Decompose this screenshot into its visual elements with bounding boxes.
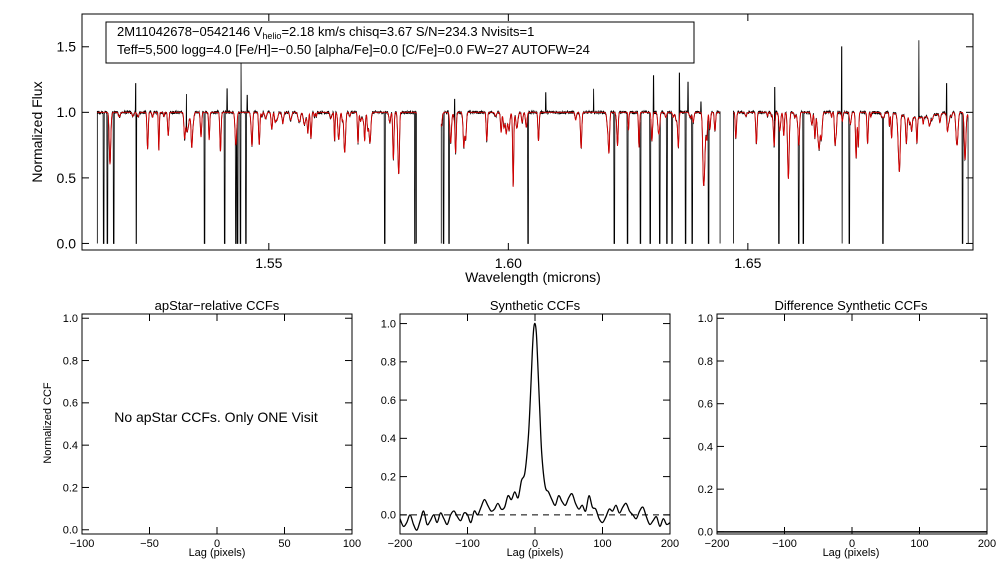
- apstar-xtick-label: 50: [278, 538, 290, 550]
- difference-ytick-label: 0.6: [698, 399, 713, 411]
- difference-ytick-label: 0.2: [698, 484, 713, 496]
- spectrum-panel: 1.55 1.60 1.65 0.0 0.5 1.0 1.5 2M11042678−0542…: [29, 13, 974, 285]
- apstar-y-label: Normalized CCF: [42, 382, 54, 464]
- spectrum-model-line: [733, 111, 969, 180]
- spectrum-ytick-label: 0.0: [57, 235, 77, 251]
- difference-xtick-label: 0: [849, 538, 855, 550]
- synthetic-ytick-label: 0.8: [381, 357, 396, 369]
- spectrum-info-line1-rest: =2.18 km/s chisq=3.67 S/N=234.3 Nvisits=…: [281, 24, 534, 39]
- synthetic-ytick-label: 0.2: [381, 471, 396, 483]
- difference-title: Difference Synthetic CCFs: [775, 298, 928, 313]
- apstar-ytick-label: 1.0: [63, 313, 78, 325]
- synthetic-x-label: Lag (pixels): [507, 547, 564, 559]
- synthetic-xtick-label: 100: [593, 538, 611, 550]
- apstar-axis-ticks: −100 −50 0 50 100 0.0 0.2 0.4 0.6 0.8 1.0: [63, 313, 361, 550]
- apstar-xtick-label: −50: [140, 538, 159, 550]
- spectrum-xtick-label: 1.65: [734, 255, 761, 271]
- difference-axes-frame: [716, 313, 988, 535]
- spectrum-ytick-label: 0.5: [57, 170, 77, 186]
- synthetic-xtick-label: 0: [532, 538, 538, 550]
- spectrum-xtick-label: 1.60: [495, 255, 522, 271]
- apstar-xtick-label: 100: [343, 538, 361, 550]
- difference-ytick-label: 1.0: [698, 313, 713, 325]
- apstar-xtick-label: −100: [70, 538, 95, 550]
- spectrum-observed-line: [733, 40, 969, 244]
- spectrum-x-label: Wavelength (microns): [465, 269, 601, 285]
- spectrum-ytick-label: 1.0: [57, 104, 77, 120]
- spectrum-xtick-label: 1.55: [255, 255, 282, 271]
- difference-ytick-label: 0.4: [698, 441, 713, 453]
- spectrum-observed-line: [440, 72, 721, 244]
- synthetic-ytick-label: 1.0: [381, 318, 396, 330]
- apstar-ytick-label: 0.2: [63, 482, 78, 494]
- spectrum-model-line: [440, 111, 721, 187]
- synthetic-ytick-label: 0.0: [381, 510, 396, 522]
- spectrum-model-line: [97, 111, 417, 175]
- apstar-x-label: Lag (pixels): [189, 547, 246, 559]
- apstar-ytick-label: 0.8: [63, 355, 78, 367]
- spectrum-ytick-label: 1.5: [57, 39, 77, 55]
- spectrum-info-line1: 2M11042678−0542146 Vhelio=2.18 km/s chis…: [117, 24, 534, 41]
- synthetic-ytick-label: 0.6: [381, 395, 396, 407]
- spectrum-plot-area: [96, 40, 969, 244]
- synthetic-xtick-label: −200: [388, 538, 413, 550]
- spectrum-axes-frame: [81, 13, 974, 251]
- difference-xtick-label: −200: [705, 538, 730, 550]
- apstar-ytick-label: 0.6: [63, 398, 78, 410]
- spectrum-observed-line: [96, 62, 417, 244]
- synthetic-ccf-panel: Synthetic CCFs −200 −100 0 100 200 0.0 0.2 0.4 0…: [381, 298, 679, 559]
- spectrum-y-label: Normalized Flux: [29, 81, 45, 182]
- synthetic-ccf-line: [399, 322, 671, 531]
- synthetic-xtick-label: −100: [455, 538, 480, 550]
- apstar-note: No apStar CCFs. Only ONE Visit: [114, 409, 318, 425]
- apstar-xtick-label: 0: [214, 538, 220, 550]
- apstar-ytick-label: 0.0: [63, 525, 78, 537]
- spectrum-info-vhelio-sub: helio: [262, 31, 281, 41]
- difference-xtick-label: 200: [978, 538, 996, 550]
- difference-ytick-label: 0.8: [698, 356, 713, 368]
- synthetic-xtick-label: 200: [661, 538, 679, 550]
- difference-ytick-label: 0.0: [698, 527, 713, 539]
- apstar-title: apStar−relative CCFs: [155, 298, 280, 313]
- synthetic-axis-ticks: −200 −100 0 100 200 0.0 0.2 0.4 0.6 0.8 1.0: [381, 314, 679, 550]
- synthetic-ytick-label: 0.4: [381, 433, 396, 445]
- difference-xtick-label: 100: [910, 538, 928, 550]
- apstar-ytick-label: 0.4: [63, 440, 78, 452]
- synthetic-title: Synthetic CCFs: [490, 298, 581, 313]
- difference-x-label: Lag (pixels): [823, 547, 880, 559]
- difference-xtick-label: −100: [772, 538, 797, 550]
- difference-axis-ticks: −200 −100 0 100 200 0.0 0.2 0.4 0.6 0.8 1.0: [698, 313, 996, 550]
- synthetic-plot-area: [399, 322, 671, 531]
- synthetic-axes-frame: [399, 313, 671, 535]
- apstar-ccf-panel: apStar−relative CCFs −100 −50 0 50 100 0.0 0.2…: [42, 298, 361, 559]
- spectrum-axis-ticks: 1.55 1.60 1.65 0.0 0.5 1.0 1.5: [57, 14, 973, 271]
- difference-ccf-panel: Difference Synthetic CCFs −200 −100 0 100 20…: [698, 298, 996, 559]
- spectrum-info-box: [105, 21, 695, 64]
- spectrum-info-line2: Teff=5,500 logg=4.0 [Fe/H]=−0.50 [alpha/…: [117, 42, 590, 57]
